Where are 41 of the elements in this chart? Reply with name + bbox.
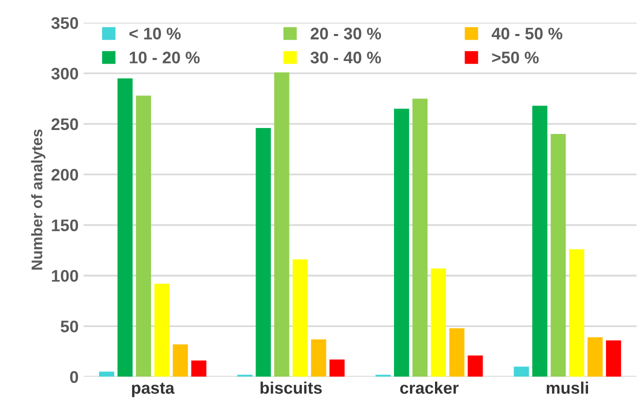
bar <box>430 268 446 377</box>
y-tick-label: 100 <box>52 270 78 282</box>
legend-label: 20 - 30 % <box>310 28 381 40</box>
legend-label: < 10 % <box>129 28 181 40</box>
bar <box>588 337 603 377</box>
bar <box>191 360 206 377</box>
y-axis-title: Number of analytes <box>31 129 46 270</box>
y-tick-label: 350 <box>51 17 78 29</box>
x-tick-label: pasta <box>132 382 175 398</box>
x-tick-label: musli <box>546 382 588 394</box>
bar <box>412 98 428 377</box>
bar <box>136 96 152 377</box>
bar <box>468 356 483 377</box>
bar <box>311 339 326 377</box>
bar <box>532 106 548 377</box>
bar <box>569 249 584 377</box>
x-tick-label: cracker <box>400 382 459 394</box>
legend-label: 30 - 40 % <box>310 52 381 64</box>
bar <box>256 128 271 377</box>
bar <box>449 328 464 377</box>
legend-label: 40 - 50 % <box>492 28 562 40</box>
bar <box>514 366 529 377</box>
legend-label: 10 - 20 % <box>130 52 200 64</box>
bar <box>292 259 308 377</box>
bar <box>172 344 188 377</box>
y-tick-label: 250 <box>52 118 78 130</box>
bar <box>329 360 345 377</box>
bar <box>154 284 170 377</box>
bar <box>274 72 290 377</box>
bar <box>118 78 133 377</box>
x-tick-label: biscuits <box>260 382 322 394</box>
bar <box>606 340 622 377</box>
bar <box>394 108 410 377</box>
bar <box>99 372 114 377</box>
y-tick-label: 200 <box>52 168 78 181</box>
y-tick-label: 150 <box>52 219 78 232</box>
bar <box>550 134 566 377</box>
y-tick-label: 50 <box>60 320 78 332</box>
y-tick-label: 300 <box>51 68 78 80</box>
y-tick-label: 0 <box>70 371 78 383</box>
legend-label: >50 % <box>492 52 539 64</box>
